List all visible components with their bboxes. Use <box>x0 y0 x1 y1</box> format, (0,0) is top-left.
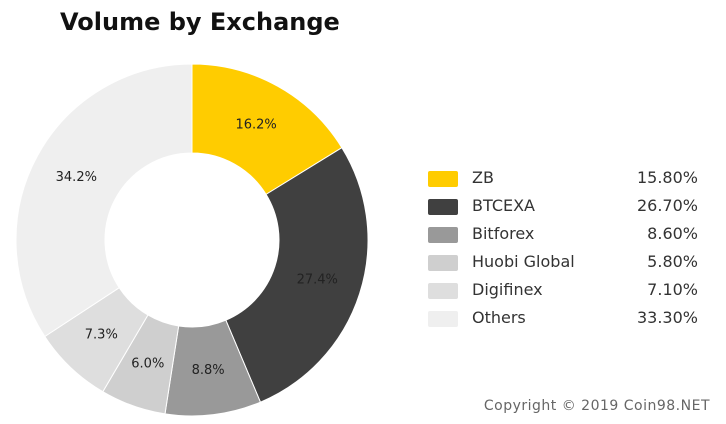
chart-title: Volume by Exchange <box>60 8 340 36</box>
legend-item-others: Others 33.30% <box>428 306 700 334</box>
legend-swatch-btcexa <box>428 199 458 215</box>
legend: ZB 15.80% BTCEXA 26.70% Bitforex 8.60% H… <box>428 166 700 334</box>
legend-label-btcexa: BTCEXA <box>472 196 535 215</box>
legend-item-bitforex: Bitforex 8.60% <box>428 222 700 250</box>
legend-item-digifinex: Digifinex 7.10% <box>428 278 700 306</box>
copyright-text: Copyright © 2019 Coin98.NET <box>483 398 710 414</box>
legend-value-huobi-global: 5.80% <box>647 252 698 271</box>
legend-label-others: Others <box>472 308 526 327</box>
slice-label-5: 34.2% <box>56 170 97 185</box>
legend-swatch-zb <box>428 171 458 187</box>
legend-label-bitforex: Bitforex <box>472 224 535 243</box>
legend-swatch-huobi-global <box>428 255 458 271</box>
slice-label-3: 6.0% <box>131 356 164 371</box>
donut-slice-5 <box>15 63 193 338</box>
legend-value-others: 33.30% <box>636 308 698 327</box>
legend-label-huobi-global: Huobi Global <box>472 252 575 271</box>
legend-item-btcexa: BTCEXA 26.70% <box>428 194 700 222</box>
legend-swatch-others <box>428 311 458 327</box>
donut-slice-0 <box>191 63 343 196</box>
legend-label-digifinex: Digifinex <box>472 280 543 299</box>
donut-slice-1 <box>225 147 369 403</box>
legend-label-zb: ZB <box>472 168 494 187</box>
donut-chart: 16.2% 27.4% 8.8% 6.0% 7.3% 34.2% <box>15 63 369 417</box>
legend-item-zb: ZB 15.80% <box>428 166 700 194</box>
legend-item-huobi-global: Huobi Global 5.80% <box>428 250 700 278</box>
slice-label-0: 16.2% <box>235 118 276 133</box>
legend-value-bitforex: 8.60% <box>647 224 698 243</box>
slice-label-4: 7.3% <box>85 328 118 343</box>
legend-value-zb: 15.80% <box>636 168 698 187</box>
legend-value-btcexa: 26.70% <box>636 196 698 215</box>
legend-swatch-bitforex <box>428 227 458 243</box>
legend-value-digifinex: 7.10% <box>647 280 698 299</box>
slice-label-2: 8.8% <box>192 363 225 378</box>
legend-swatch-digifinex <box>428 283 458 299</box>
slice-label-1: 27.4% <box>297 273 338 288</box>
